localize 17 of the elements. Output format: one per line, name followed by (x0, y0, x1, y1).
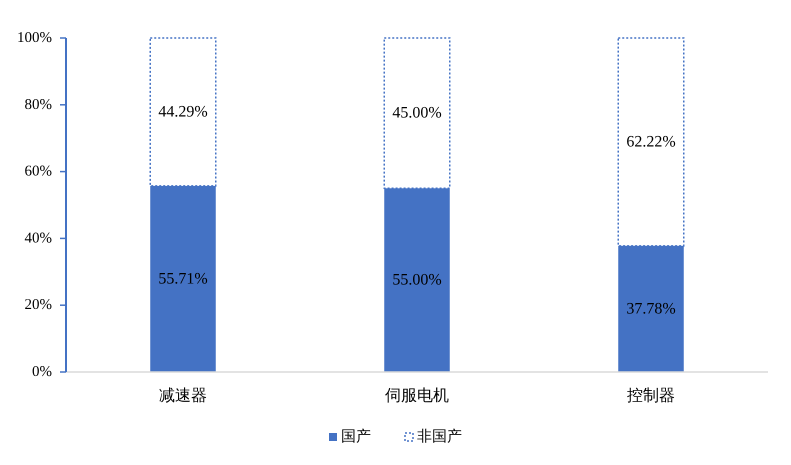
data-label: 37.78% (626, 300, 676, 318)
x-tick-label: 控制器 (627, 386, 675, 404)
y-tick-label: 100% (17, 30, 52, 46)
y-tick-label: 0% (32, 364, 52, 380)
data-label: 44.29% (158, 103, 208, 120)
data-label: 45.00% (392, 104, 442, 122)
y-tick-label: 20% (24, 297, 52, 314)
y-tick-label: 80% (24, 96, 52, 113)
y-tick-label: 60% (24, 164, 52, 180)
data-label: 55.71% (158, 270, 208, 288)
legend-label: 非国产 (417, 428, 462, 445)
legend-label: 国产 (341, 428, 371, 445)
data-label: 62.22% (626, 133, 676, 150)
y-tick-label: 40% (24, 230, 52, 246)
x-tick-label: 减速器 (159, 386, 207, 404)
x-tick-label: 伺服电机 (385, 386, 449, 404)
data-label: 55.00% (392, 272, 442, 289)
